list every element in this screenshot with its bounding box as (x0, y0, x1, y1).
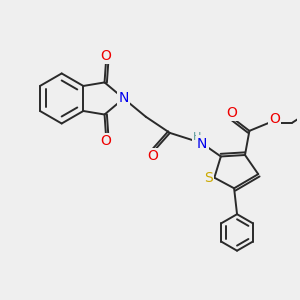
Text: N: N (118, 92, 129, 106)
Text: O: O (100, 134, 112, 148)
Text: O: O (100, 49, 112, 63)
Text: H: H (193, 132, 202, 142)
Text: O: O (226, 106, 237, 120)
Text: O: O (147, 149, 158, 164)
Text: S: S (204, 171, 213, 185)
Text: O: O (269, 112, 280, 126)
Text: N: N (197, 136, 208, 151)
